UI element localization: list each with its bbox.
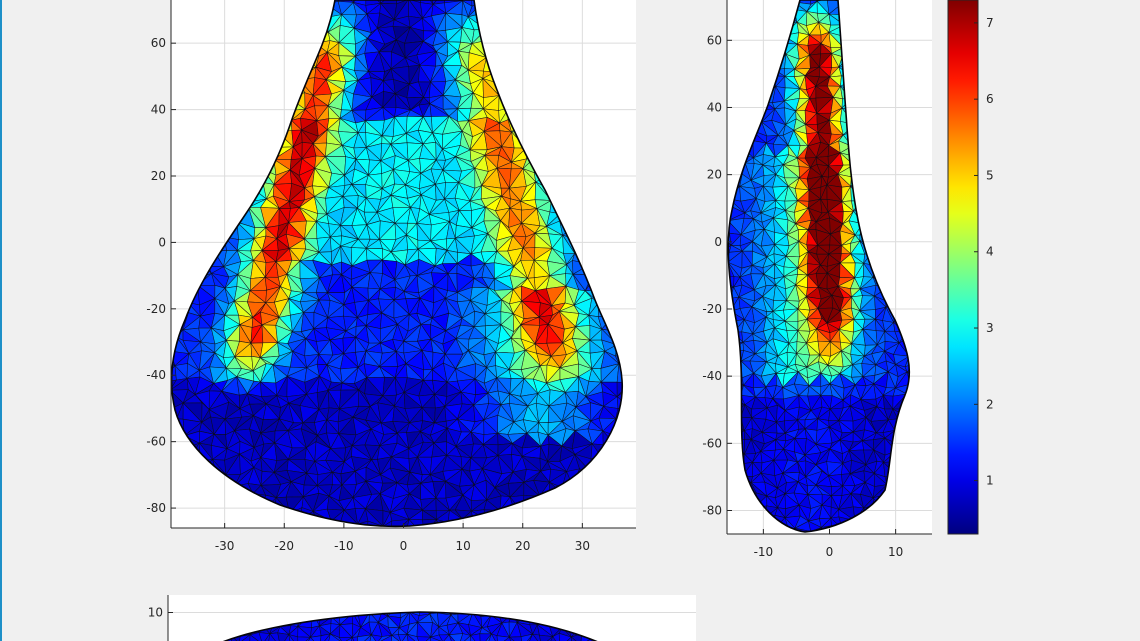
y-tick-label: -20: [146, 302, 166, 316]
y-tick-label: -60: [146, 435, 166, 449]
y-tick-label: 0: [158, 235, 166, 249]
colorbar-tick-label: 7: [986, 16, 994, 30]
y-tick-label: 20: [151, 169, 166, 183]
front-view-plot: 60 40 20 0 -20 -40 -60 -80 -30 -20 -10 0 10 20 30: [146, 0, 636, 553]
colorbar-tick-label: 6: [986, 92, 994, 106]
y-tick-label: 10: [148, 606, 163, 620]
colorbar-tick-label: 4: [986, 245, 994, 259]
x-tick-label: 10: [455, 539, 470, 553]
y-tick-label: -60: [702, 436, 722, 450]
colorbar-tick-label: 2: [986, 397, 994, 411]
y-tick-label: -80: [146, 501, 166, 515]
y-tick-label: -40: [702, 369, 722, 383]
x-tick-label: -10: [334, 539, 354, 553]
top-view-plot: 10: [148, 595, 696, 641]
x-tick-label: -10: [754, 545, 774, 559]
surface-outline: [222, 611, 598, 641]
colorbar-tick-label: 1: [986, 474, 994, 488]
x-tick-label: -30: [215, 539, 235, 553]
y-tick-label: 0: [714, 235, 722, 249]
x-tick-label: 0: [400, 539, 408, 553]
y-tick-label: 40: [707, 100, 722, 114]
side-view-plot: 60 40 20 0 -20 -40 -60 -80 -10 0 10: [702, 0, 932, 559]
x-tick-label: 0: [826, 545, 834, 559]
x-tick-label: -20: [274, 539, 294, 553]
y-tick-label: -20: [702, 302, 722, 316]
x-tick-label: 10: [888, 545, 903, 559]
colorbar-tick-label: 3: [986, 321, 994, 335]
surface-outline: [727, 0, 911, 533]
colorbar-tick-label: 5: [986, 168, 994, 182]
y-tick-label: 20: [707, 168, 722, 182]
window-left-edge: [0, 0, 2, 641]
y-tick-label: -80: [702, 503, 722, 517]
x-tick-label: 30: [575, 539, 590, 553]
y-tick-label: 40: [151, 103, 166, 117]
surface-outline: [170, 0, 623, 528]
colorbar: 1 2 3 4 5 6 7: [947, 0, 994, 535]
y-tick-label: 60: [707, 33, 722, 47]
x-tick-label: 20: [515, 539, 530, 553]
y-tick-label: -40: [146, 368, 166, 382]
colorbar-gradient: [947, 0, 979, 535]
y-tick-label: 60: [151, 36, 166, 50]
